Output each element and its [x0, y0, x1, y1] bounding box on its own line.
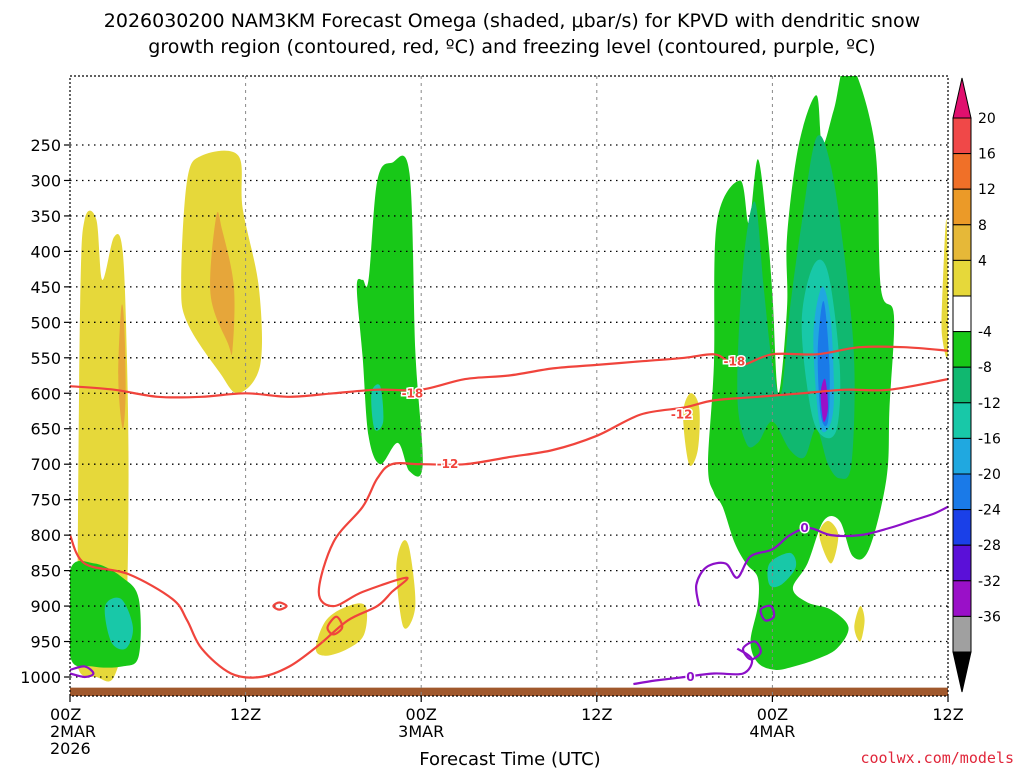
rise-zone-5 — [683, 393, 700, 466]
colorbar-label-0: 20 — [978, 111, 996, 127]
dgz-contour-2 — [272, 601, 288, 611]
x-tick-label-2: 00Z — [406, 705, 437, 724]
colorbar-bin-12 — [952, 509, 972, 546]
credit-text: coolwx.com/models — [860, 749, 1014, 767]
sink-zone-1 — [70, 560, 141, 668]
y-tick-label-500: 500 — [30, 313, 61, 332]
y-tick-label-400: 400 — [30, 242, 61, 261]
dgz-label-1: -12 — [437, 457, 459, 471]
rise-zone-2-core — [210, 211, 235, 356]
freezing-contour-2 — [70, 665, 95, 679]
omega-shading — [70, 76, 948, 682]
colorbar-bin-3 — [952, 188, 972, 226]
freezing-label-1: 0 — [800, 521, 808, 535]
colorbar-label-11: -28 — [978, 538, 1001, 554]
colorbar-label-10: -24 — [978, 503, 1001, 519]
y-tick-label-650: 650 — [30, 420, 61, 439]
colorbar-label-3: 8 — [978, 218, 987, 234]
colorbar-bin-1 — [952, 117, 972, 155]
dgz-contour-3 — [326, 615, 344, 636]
y-tick-label-300: 300 — [30, 171, 61, 190]
plot-frame — [69, 75, 949, 697]
colorbar-bin-4 — [952, 224, 972, 261]
x-tick-label-1: 12Z — [230, 705, 261, 724]
x-tick-label-4: 00Z — [757, 705, 788, 724]
sink-zone-2-core — [371, 384, 384, 431]
dgz-label-b-0: -18 — [724, 354, 746, 368]
y-tick-label-800: 800 — [30, 526, 61, 545]
colorbar-bin-13 — [952, 544, 972, 582]
y-tick-label-350: 350 — [30, 207, 61, 226]
colorbar-top-arrow — [952, 77, 972, 119]
y-tick-label-900: 900 — [30, 597, 61, 616]
grid-lines — [70, 76, 948, 696]
colorbar-label-1: 16 — [978, 147, 996, 163]
y-tick-label-700: 700 — [30, 455, 61, 474]
x-tick-label-0: 00Z — [50, 705, 81, 724]
colorbar-label-13: -36 — [978, 609, 1001, 625]
colorbar-label-5: -4 — [978, 325, 992, 341]
y-tick-label-1000: 1000 — [20, 668, 61, 687]
ground-bar — [70, 687, 948, 696]
freezing-label-0: 0 — [686, 670, 694, 684]
rise-zone-1-core — [118, 304, 126, 429]
colorbar-label-8: -16 — [978, 431, 1001, 447]
colorbar-bin-14 — [952, 580, 972, 617]
x-axis-title: Forecast Time (UTC) — [419, 749, 600, 768]
y-tick-label-250: 250 — [30, 136, 61, 155]
dgz-label-0: -18 — [402, 386, 424, 400]
sink-zone-1-core — [104, 597, 133, 650]
y-tick-label-850: 850 — [30, 562, 61, 581]
sink-zone-3-core — [820, 378, 829, 422]
chart-title-line-1: 2026030200 NAM3KM Forecast Omega (shaded… — [104, 10, 920, 32]
x-date-label-4: 4MAR — [749, 722, 795, 741]
freezing-contour-1 — [694, 505, 948, 607]
plot-border — [69, 75, 949, 697]
colorbar-label-12: -32 — [978, 574, 1001, 590]
colorbar-bin-8 — [952, 366, 972, 404]
colorbar-bin-7 — [952, 331, 972, 368]
colorbar-bin-10 — [952, 437, 972, 475]
rise-zone-6 — [819, 520, 839, 564]
colorbar-label-7: -12 — [978, 396, 1001, 412]
colorbar-label-9: -20 — [978, 467, 1001, 483]
colorbar-label-2: 12 — [978, 182, 996, 198]
dgz-contour-0 — [70, 345, 948, 399]
colorbar-bottom-arrow — [952, 651, 972, 693]
x-tick-label-3: 12Z — [581, 705, 612, 724]
y-tick-label-450: 450 — [30, 278, 61, 297]
colorbar-legend: 20 16 12 8 4 -4 -8 -12 -16 -20 -24 -28 -32 -36 — [952, 77, 1001, 693]
chart-title-line-2: growth region (contoured, red, ºC) and f… — [148, 36, 875, 58]
rise-zone-4 — [396, 540, 416, 629]
y-axis: 250 300 350 400 450 500 550 600 650 700 750 800 850 9… — [20, 136, 70, 687]
x-date-label-2: 3MAR — [398, 722, 444, 741]
sink-zone-3-lowcore — [767, 552, 797, 588]
x-year-label-0: 2026 — [50, 739, 91, 758]
colorbar-bin-15 — [952, 615, 972, 653]
dgz-contour-1 — [70, 378, 948, 679]
x-tick-label-5: 12Z — [932, 705, 963, 724]
y-tick-label-950: 950 — [30, 633, 61, 652]
y-tick-label-600: 600 — [30, 384, 61, 403]
rise-zone-8 — [941, 219, 948, 358]
ground-surface — [70, 687, 948, 696]
colorbar-bin-6 — [952, 295, 972, 333]
dgz-label-b-1: -12 — [671, 408, 693, 422]
y-tick-label-750: 750 — [30, 491, 61, 510]
colorbar-bin-11 — [952, 473, 972, 511]
temperature-contours: -18 -18 -12 -12 0 0 — [70, 345, 948, 686]
rise-zone-7 — [854, 605, 865, 642]
freezing-contour-3 — [741, 640, 762, 661]
colorbar-label-6: -8 — [978, 360, 992, 376]
x-date-label-0: 2MAR — [50, 722, 96, 741]
freezing-contour-4 — [759, 604, 776, 622]
colorbar-bin-5 — [952, 259, 972, 297]
colorbar-bin-9 — [952, 402, 972, 439]
colorbar-label-4: 4 — [978, 253, 987, 269]
colorbar-bin-2 — [952, 153, 972, 190]
y-tick-label-550: 550 — [30, 349, 61, 368]
